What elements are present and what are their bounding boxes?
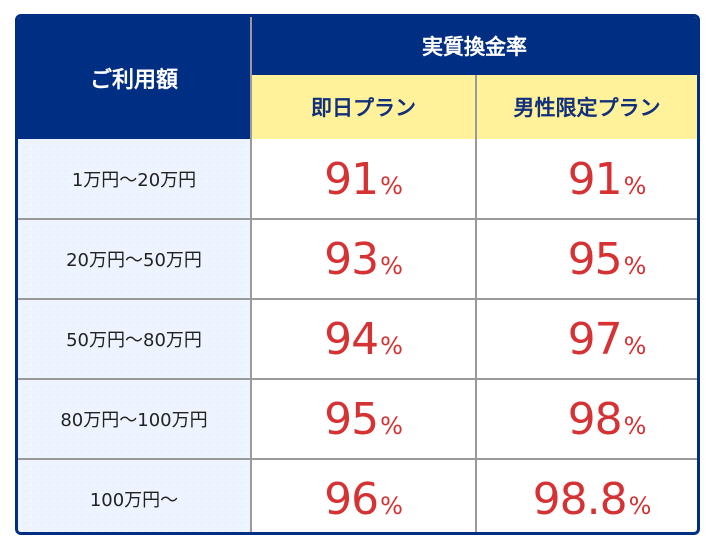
rate-cell-sameday: 91% (252, 139, 475, 219)
percent-sign: % (380, 252, 403, 280)
table-row: 50万円～80万円 94% 97% (18, 299, 697, 379)
percent-sign: % (623, 252, 647, 280)
percent-sign: % (628, 492, 652, 520)
rate-value: 98.8 (532, 473, 628, 525)
rate-cell-men-only: 98% (477, 379, 697, 459)
rate-cell-sameday: 95% (252, 379, 475, 459)
rate-value: 96 (324, 473, 379, 525)
amount-cell: 80万円～100万円 (18, 379, 250, 459)
percent-sign: % (380, 172, 403, 200)
rate-cell-men-only: 98.8% (477, 459, 697, 532)
rate-header-label: 実質換金率 (422, 35, 527, 59)
exchange-rate-table: ご利用額 実質換金率 即日プラン 男性限定プラン 1万円～20万円 91% 91… (15, 14, 700, 535)
percent-sign: % (623, 412, 647, 440)
rate-cell-sameday: 96% (252, 459, 475, 532)
table-row: 100万円～ 96% 98.8% (18, 459, 697, 532)
rate-cell-men-only: 95% (477, 219, 697, 299)
rate-value: 97 (567, 313, 623, 365)
rate-value: 93 (324, 233, 379, 285)
table-row: 80万円～100万円 95% 98% (18, 379, 697, 459)
row-divider (18, 218, 697, 220)
percent-sign: % (623, 332, 647, 360)
row-divider (18, 378, 697, 380)
plan-header-men-only: 男性限定プラン (477, 75, 697, 139)
rate-value: 95 (567, 233, 623, 285)
amount-cell: 1万円～20万円 (18, 139, 250, 219)
percent-sign: % (380, 492, 403, 520)
rate-value: 95 (324, 393, 379, 445)
rate-cell-men-only: 91% (477, 139, 697, 219)
row-divider (18, 298, 697, 300)
rate-cell-men-only: 97% (477, 299, 697, 379)
amount-cell: 50万円～80万円 (18, 299, 250, 379)
percent-sign: % (623, 172, 647, 200)
amount-cell: 20万円～50万円 (18, 219, 250, 299)
table-row: 20万円～50万円 93% 95% (18, 219, 697, 299)
amount-cell: 100万円～ (18, 459, 250, 532)
table-row: 1万円～20万円 91% 91% (18, 139, 697, 219)
row-divider (18, 458, 697, 460)
rate-value: 94 (324, 313, 379, 365)
percent-sign: % (380, 412, 403, 440)
rate-value: 98 (567, 393, 623, 445)
rate-value: 91 (324, 153, 379, 205)
rate-cell-sameday: 94% (252, 299, 475, 379)
column-divider (475, 75, 477, 532)
column-divider (250, 17, 252, 532)
plan-header-label: 即日プラン (311, 96, 416, 120)
rate-group-header: 実質換金率 (252, 17, 697, 75)
amount-header-label: ご利用額 (89, 68, 178, 93)
plan-header-sameday: 即日プラン (252, 75, 475, 139)
percent-sign: % (380, 332, 403, 360)
amount-column-header: ご利用額 (18, 17, 250, 139)
plan-header-label: 男性限定プラン (513, 96, 661, 120)
rate-cell-sameday: 93% (252, 219, 475, 299)
rate-value: 91 (567, 153, 623, 205)
